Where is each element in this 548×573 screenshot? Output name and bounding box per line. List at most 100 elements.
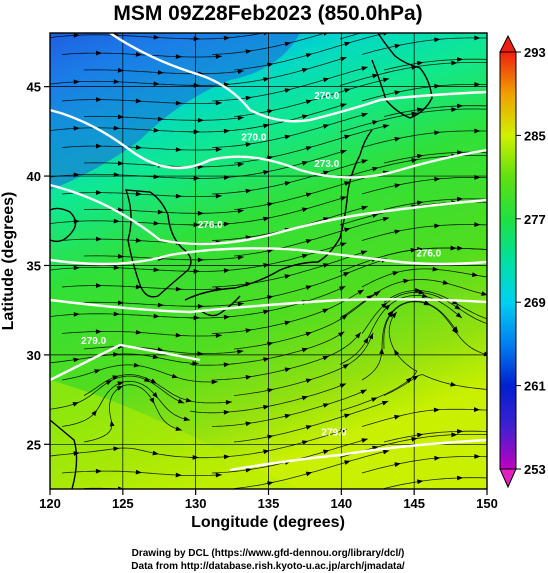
wind-arrowhead xyxy=(305,192,313,198)
wind-arrowhead xyxy=(263,170,270,175)
wind-arrowhead xyxy=(150,378,157,384)
isotherm-contours xyxy=(50,33,487,472)
streamline xyxy=(61,380,191,427)
wind-arrowhead xyxy=(382,449,390,455)
wind-arrowhead xyxy=(391,312,397,319)
wind-arrowhead xyxy=(73,357,80,363)
wind-arrowhead xyxy=(73,33,80,38)
wind-arrowhead xyxy=(372,120,379,125)
wind-arrowhead xyxy=(322,124,330,129)
wind-arrowhead xyxy=(322,449,330,455)
colorbar-tick-label: 253 xyxy=(524,462,546,477)
wind-arrowhead xyxy=(197,210,204,216)
wind-arrowhead xyxy=(193,175,200,181)
wind-arrowhead xyxy=(474,128,481,134)
wind-arrowhead xyxy=(394,349,400,356)
wind-arrowhead xyxy=(175,54,182,59)
wind-arrowhead xyxy=(361,112,368,118)
wind-arrowhead xyxy=(373,291,381,297)
wind-arrowhead xyxy=(384,304,391,311)
wind-arrowhead xyxy=(95,329,102,334)
wind-arrowhead xyxy=(177,398,185,404)
wind-arrowhead xyxy=(451,432,458,438)
wind-arrowhead xyxy=(149,397,155,404)
wind-arrowhead xyxy=(537,60,543,65)
wind-arrowhead xyxy=(490,387,496,392)
wind-arrowhead xyxy=(237,301,244,307)
wind-arrowhead xyxy=(361,205,368,211)
wind-arrowhead xyxy=(372,213,379,218)
wind-arrowhead xyxy=(245,421,252,427)
contour-label: 279.0 xyxy=(322,427,347,438)
contour-labels: 270.0 270.0 273.0 276.0 276.0 279.0 279.0 xyxy=(81,91,441,438)
wind-arrowhead xyxy=(157,209,164,215)
streamline xyxy=(233,217,390,257)
wind-arrowhead xyxy=(363,337,369,344)
wind-arrowhead xyxy=(491,200,497,205)
wind-arrowhead xyxy=(263,216,270,222)
wind-arrowhead xyxy=(357,289,364,295)
wind-arrowhead xyxy=(223,409,230,415)
wind-arrowhead xyxy=(305,146,313,151)
wind-arrowhead xyxy=(263,309,270,315)
wind-arrowhead xyxy=(95,283,102,288)
streamline xyxy=(339,247,487,272)
colorbar: 253 261 269 277 285 293 xyxy=(499,34,546,489)
wind-arrowhead xyxy=(153,174,160,180)
wind-arrowhead xyxy=(152,450,159,456)
wind-arrowhead xyxy=(361,438,368,443)
wind-arrowhead xyxy=(245,328,252,333)
y-tick-label: 30 xyxy=(27,348,41,363)
streamline xyxy=(190,242,347,272)
wind-arrowhead xyxy=(153,127,160,133)
wind-arrowhead xyxy=(153,81,160,87)
wind-arrowhead xyxy=(305,425,313,430)
wind-arrowhead xyxy=(133,362,140,368)
colorbar-tick-label: 261 xyxy=(524,379,546,394)
streamline xyxy=(50,220,200,226)
wind-arrowhead xyxy=(284,367,291,373)
wind-arrowhead xyxy=(491,14,497,19)
wind-arrowhead xyxy=(322,403,330,408)
wind-arrowhead xyxy=(344,413,351,419)
contour-label: 276.0 xyxy=(416,249,441,260)
x-tick-label: 150 xyxy=(476,496,498,511)
wind-arrowhead xyxy=(488,317,495,323)
wind-arrowhead xyxy=(143,377,151,382)
wind-arrowhead xyxy=(491,153,497,158)
wind-arrowhead xyxy=(301,440,309,445)
wind-arrowhead xyxy=(344,134,351,140)
chart-title: MSM 09Z28Feb2023 (850.0hPa) xyxy=(113,2,422,25)
streamline xyxy=(190,103,347,133)
wind-arrowhead xyxy=(474,82,481,87)
wind-arrowhead xyxy=(117,253,124,259)
wind-arrowhead xyxy=(193,36,200,42)
wind-arrowhead xyxy=(457,150,464,155)
wind-arrowhead xyxy=(451,107,458,112)
streamline xyxy=(50,127,200,133)
streamline xyxy=(361,291,487,334)
wind-arrowhead xyxy=(342,363,350,369)
wind-arrowhead xyxy=(481,291,487,296)
wind-arrowhead xyxy=(109,420,115,427)
streamline xyxy=(50,353,199,364)
wind-arrowhead xyxy=(263,357,270,362)
credit-data: Data from http://database.rish.kyoto-u.a… xyxy=(131,561,405,572)
wind-arrowhead xyxy=(537,199,543,204)
wind-arrowhead xyxy=(474,35,481,41)
wind-arrowhead xyxy=(417,200,424,206)
wind-arrowhead xyxy=(415,287,422,293)
streamline xyxy=(339,311,418,412)
streamline xyxy=(61,470,222,477)
streamline xyxy=(50,313,200,319)
plot-area: 270.0 270.0 273.0 276.0 276.0 279.0 279.0 xyxy=(50,14,543,489)
streamline xyxy=(211,389,367,427)
wind-arrowhead xyxy=(528,323,534,328)
wind-arrowhead xyxy=(135,52,142,57)
wind-arrowhead xyxy=(451,60,458,66)
wind-arrowhead xyxy=(434,37,441,43)
streamline xyxy=(190,57,347,86)
wind-arrowhead xyxy=(392,271,399,276)
wind-arrowhead xyxy=(457,245,464,251)
wind-arrowhead xyxy=(360,250,368,256)
